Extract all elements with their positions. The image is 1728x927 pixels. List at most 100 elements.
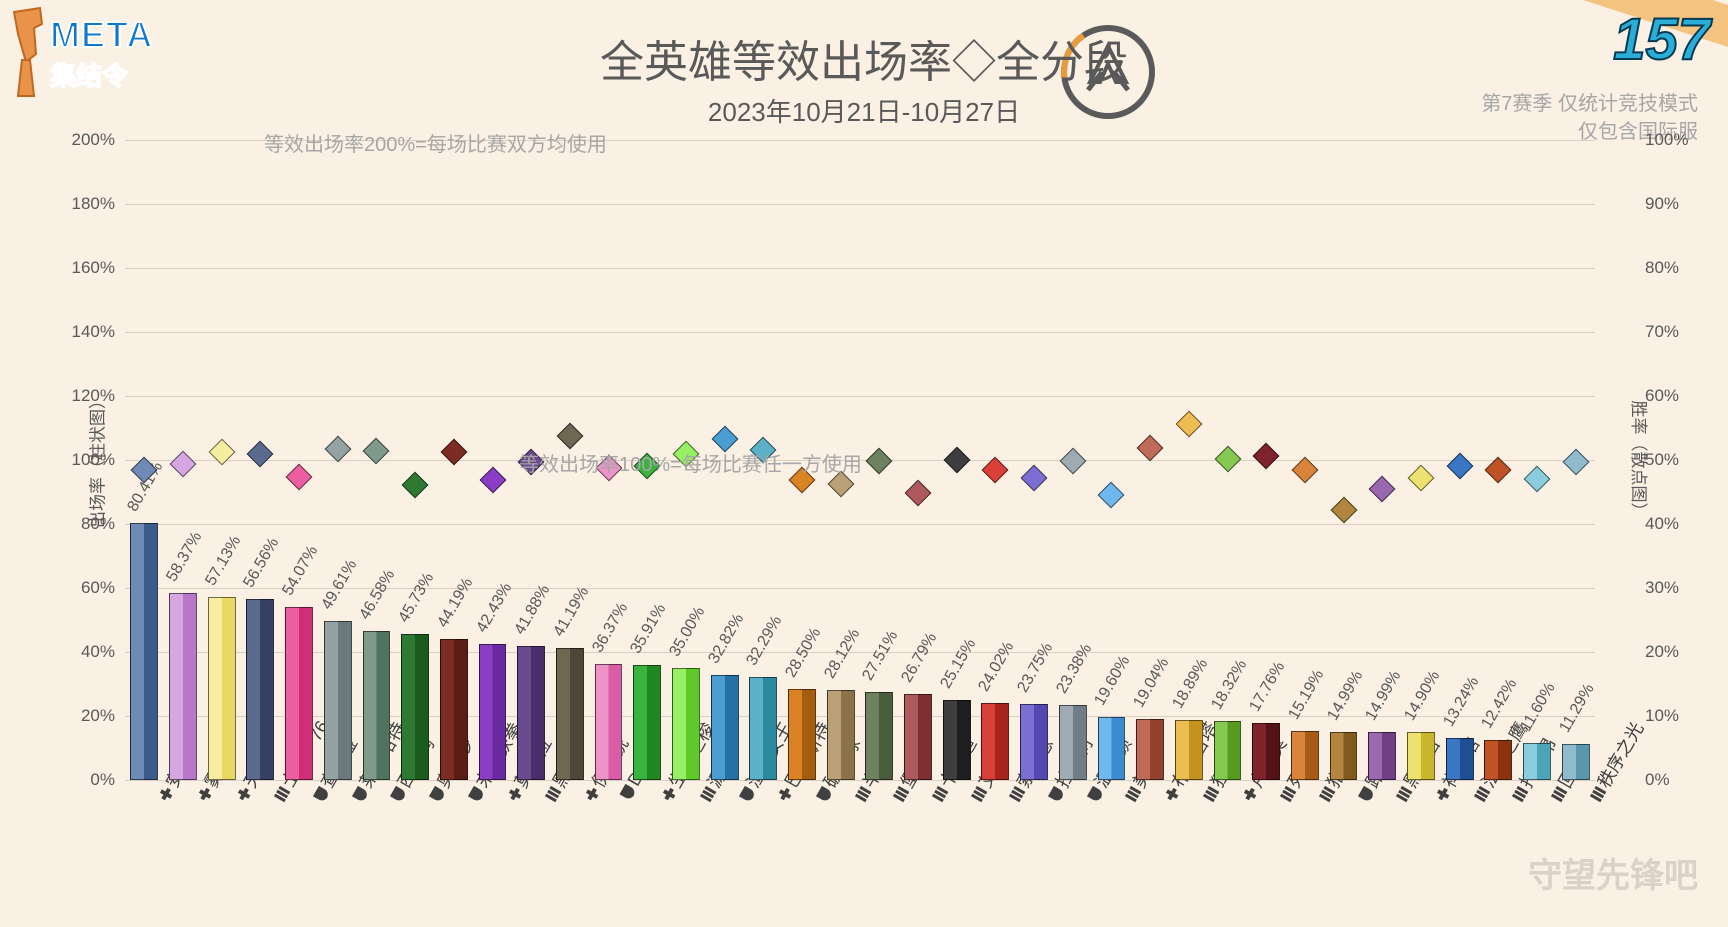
bar-艾什 [943, 700, 971, 780]
bar-伊拉锐 [556, 648, 584, 780]
gridline [125, 396, 1595, 397]
chart-subtitle: 2023年10月21日-10月27日 [708, 92, 1020, 129]
winrate-marker [1059, 447, 1086, 474]
chart-title: 全英雄等效出场率◇全分段 [600, 26, 1128, 90]
bar-value: 24.02% [976, 639, 1019, 695]
gridline [125, 332, 1595, 333]
bar-生命之梭 [633, 665, 661, 780]
ytick-right: 50% [1645, 450, 1679, 470]
winrate-marker [170, 451, 197, 478]
bar-value: 35.91% [628, 601, 671, 657]
winrate-marker [1137, 434, 1164, 461]
winrate-marker [1446, 453, 1473, 480]
winrate-marker [1562, 448, 1589, 475]
winrate-marker [556, 422, 583, 449]
bar-value: 32.29% [744, 613, 787, 669]
bar-value: 36.37% [589, 600, 632, 656]
bar-value: 49.61% [318, 557, 361, 613]
winrate-marker [1214, 445, 1241, 472]
winrate-marker [1407, 464, 1434, 491]
logo-line1: META [50, 14, 153, 56]
bar-末日铁拳 [440, 639, 468, 780]
bar-value: 44.19% [434, 575, 477, 631]
winrate-marker [905, 479, 932, 506]
winrate-marker [402, 472, 429, 499]
bar-堡垒 [865, 692, 893, 780]
bar-渣客女王 [711, 675, 739, 780]
bar-安娜 [130, 523, 158, 780]
bar-value: 45.73% [396, 570, 439, 626]
winrate-marker [247, 440, 274, 467]
bar-士兵：76 [246, 599, 274, 780]
bar-西格玛 [363, 631, 391, 780]
bar-温斯顿 [1059, 705, 1087, 780]
meta-logo: META 集结令 [6, 6, 196, 102]
bar-天使 [208, 597, 236, 780]
bar-value: 18.32% [1208, 657, 1251, 713]
bar-回声 [1523, 743, 1551, 780]
watermark: 守望先锋吧 [1528, 848, 1698, 897]
ytick-right: 0% [1645, 770, 1670, 790]
ytick-left: 160% [72, 258, 115, 278]
bar-value: 58.37% [163, 529, 206, 585]
ytick-left: 200% [72, 130, 115, 150]
ytick-right: 30% [1645, 578, 1679, 598]
bar-猎空 [1291, 731, 1319, 780]
bar-value: 13.24% [1440, 674, 1483, 730]
winrate-marker [208, 439, 235, 466]
bar-禅雅塔 [1407, 732, 1435, 780]
bar-秩序之光 [1562, 744, 1590, 780]
meta-line1: 第7赛季 仅统计竞技模式 [1481, 90, 1698, 118]
ytick-left: 120% [72, 386, 115, 406]
winrate-marker [1175, 411, 1202, 438]
ytick-right: 40% [1645, 514, 1679, 534]
bar-value: 23.75% [1014, 640, 1057, 696]
note-200: 等效出场率200%=每场比赛双方均使用 [264, 128, 607, 157]
winrate-marker [1253, 442, 1280, 469]
issue-number: 157 [1613, 6, 1710, 73]
bar-value: 17.76% [1247, 659, 1290, 715]
bar-value: 23.38% [1053, 641, 1096, 697]
bar-莫伊拉 [479, 644, 507, 780]
bar-卡西迪 [904, 694, 932, 780]
bar-value: 11.29% [1556, 681, 1598, 736]
gridline [125, 268, 1595, 269]
bar-奥丽莎 [401, 634, 429, 780]
ytick-left: 0% [90, 770, 115, 790]
bar-托比昂 [1484, 740, 1512, 780]
winrate-marker [1098, 481, 1125, 508]
bar-莱因哈特 [324, 621, 352, 780]
ytick-left: 40% [81, 642, 115, 662]
winrate-marker [943, 447, 970, 474]
ytick-right: 20% [1645, 642, 1679, 662]
bar-黑百合 [1368, 732, 1396, 780]
bar-路霸 [1330, 732, 1358, 780]
bar-value: 25.15% [937, 636, 980, 692]
ytick-right: 60% [1645, 386, 1679, 406]
ytick-left: 140% [72, 322, 115, 342]
ytick-right: 80% [1645, 258, 1679, 278]
bar-源氏 [672, 668, 700, 780]
winrate-marker [440, 438, 467, 465]
bar-value: 57.13% [202, 533, 245, 589]
bar-拉玛刹 [1020, 704, 1048, 780]
ytick-left: 100% [72, 450, 115, 470]
ytick-left: 80% [81, 514, 115, 534]
winrate-marker [866, 448, 893, 475]
ytick-right: 10% [1645, 706, 1679, 726]
ytick-left: 180% [72, 194, 115, 214]
bar-黑影 [517, 646, 545, 780]
bar-雾子 [169, 593, 197, 780]
bar-value: 54.07% [279, 543, 322, 599]
gridline [125, 524, 1595, 525]
bar-索杰恩 [981, 703, 1009, 780]
bar-法老之鹰 [1446, 738, 1474, 780]
bar-value: 19.60% [1092, 653, 1135, 709]
bar-value: 41.88% [512, 582, 555, 638]
bar-查莉娅 [285, 607, 313, 780]
bar-value: 46.58% [357, 567, 400, 623]
ytick-left: 20% [81, 706, 115, 726]
winrate-marker [1369, 476, 1396, 503]
bar-value: 18.89% [1169, 656, 1212, 712]
winrate-marker [1330, 496, 1357, 523]
